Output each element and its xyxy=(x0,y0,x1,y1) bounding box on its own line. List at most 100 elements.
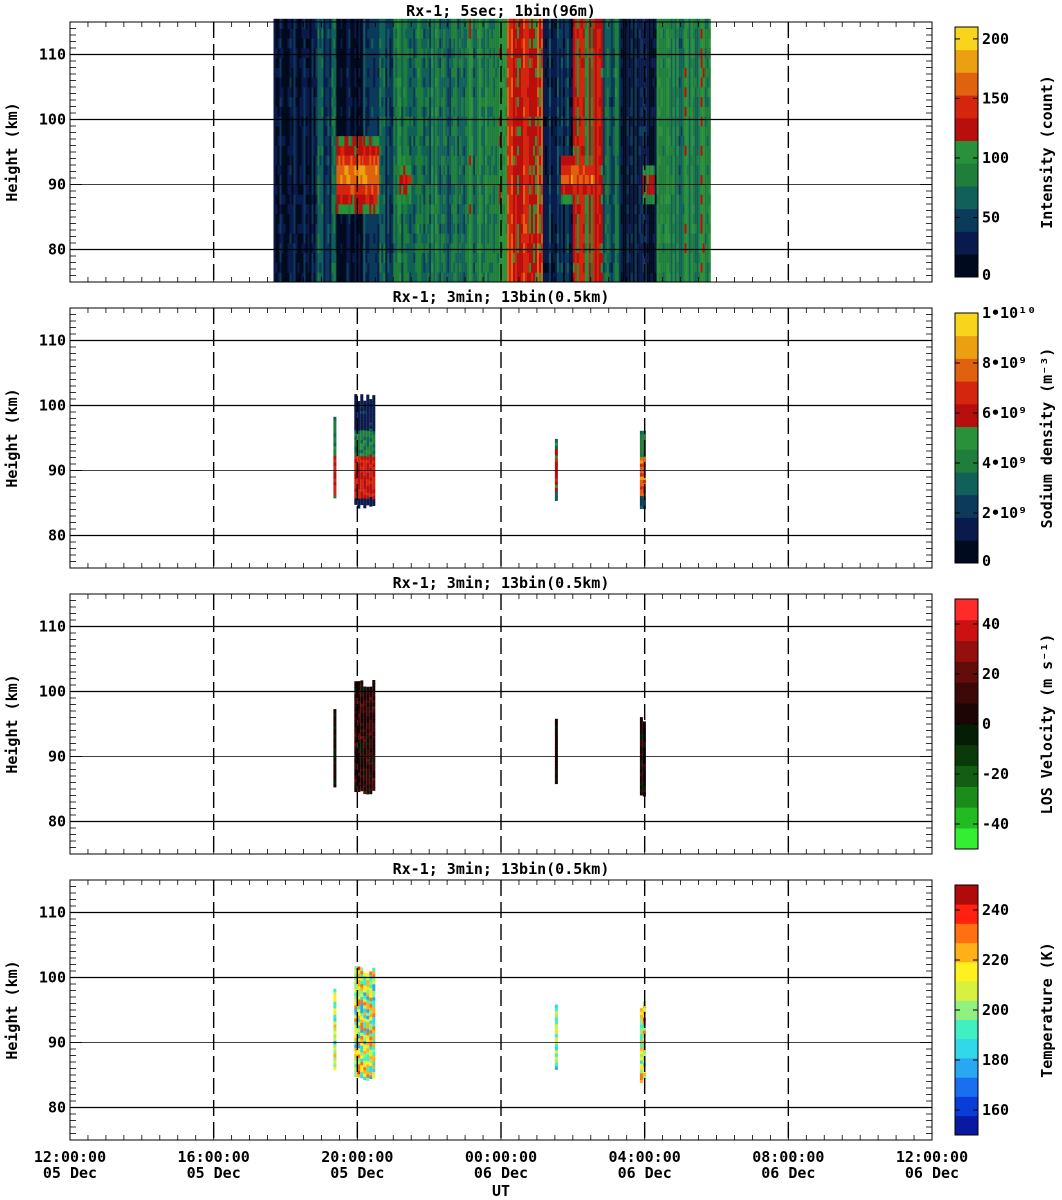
heatmap-cell xyxy=(352,213,355,224)
heatmap-cell xyxy=(423,116,426,127)
heatmap-cell xyxy=(371,96,374,107)
heatmap-cell xyxy=(311,174,314,185)
heatmap-cell xyxy=(305,67,308,78)
heatmap-cell xyxy=(626,252,629,263)
heatmap-cell xyxy=(503,194,506,205)
heatmap-cell xyxy=(521,96,524,107)
heatmap-cell xyxy=(363,252,366,263)
heatmap-cell xyxy=(541,48,544,59)
heatmap-cell xyxy=(592,272,595,283)
heatmap-cell xyxy=(618,57,621,68)
heatmap-cell xyxy=(313,223,316,234)
heatmap-cell xyxy=(612,67,615,78)
heatmap-cell xyxy=(315,38,318,49)
heatmap-cell xyxy=(572,223,575,234)
heatmap-cell xyxy=(622,18,625,29)
heatmap-cell xyxy=(379,106,382,117)
heatmap-cell xyxy=(636,213,639,224)
heatmap-cell xyxy=(299,18,302,29)
heatmap-cell xyxy=(558,96,562,107)
heatmap-cell xyxy=(636,106,639,117)
heatmap-cell xyxy=(429,252,432,263)
heatmap-cell xyxy=(409,262,412,273)
heatmap-cell xyxy=(285,233,288,244)
heatmap-cell xyxy=(622,38,625,49)
heatmap-cell xyxy=(305,174,308,185)
heatmap-cell xyxy=(375,106,378,117)
heatmap-cell xyxy=(600,165,603,176)
heatmap-cell xyxy=(515,155,518,166)
heatmap-cell xyxy=(596,28,599,39)
heatmap-cell xyxy=(493,204,496,215)
heatmap-cell xyxy=(491,96,494,107)
heatmap-cell xyxy=(503,38,506,49)
heatmap-cell xyxy=(598,87,601,98)
heatmap-cell xyxy=(435,28,438,39)
heatmap-cell xyxy=(313,18,316,29)
heatmap-cell xyxy=(433,213,436,224)
heatmap-cell xyxy=(550,77,554,88)
heatmap-cell xyxy=(352,184,355,195)
heatmap-cell xyxy=(636,194,639,205)
heatmap-cell xyxy=(574,18,577,29)
heatmap-cell xyxy=(411,272,414,283)
heatmap-cell xyxy=(505,204,508,215)
heatmap-cell xyxy=(511,165,514,176)
heatmap-cell xyxy=(485,213,488,224)
heatmap-cell xyxy=(277,233,280,244)
heatmap-cell xyxy=(515,233,518,244)
heatmap-cell xyxy=(407,126,410,137)
heatmap-cell xyxy=(455,204,458,215)
heatmap-cell xyxy=(433,67,436,78)
heatmap-cell xyxy=(427,155,430,166)
heatmap-cell xyxy=(493,233,496,244)
heatmap-cell xyxy=(315,28,318,39)
heatmap-cell xyxy=(299,57,302,68)
heatmap-cell xyxy=(455,106,458,117)
heatmap-cell xyxy=(560,18,564,29)
heatmap-cell xyxy=(411,174,414,185)
heatmap-cell xyxy=(371,48,374,59)
heatmap-cell xyxy=(303,213,306,224)
heatmap-cell xyxy=(389,28,392,39)
heatmap-cell xyxy=(273,77,276,88)
heatmap-cell xyxy=(315,135,318,146)
heatmap-cell xyxy=(433,165,436,176)
heatmap-cell xyxy=(429,184,432,195)
heatmap-cell xyxy=(389,252,392,263)
heatmap-cell xyxy=(327,233,330,244)
heatmap-cell xyxy=(397,18,400,29)
heatmap-cell xyxy=(385,184,388,195)
heatmap-cell xyxy=(542,184,546,195)
heatmap-cell xyxy=(403,184,406,195)
heatmap-cell xyxy=(287,174,290,185)
heatmap-cell xyxy=(519,233,522,244)
heatmap-cell xyxy=(313,135,316,146)
heatmap-cell xyxy=(377,233,380,244)
heatmap-cell xyxy=(596,18,599,29)
heatmap-cell xyxy=(586,233,589,244)
heatmap-cell xyxy=(453,126,456,137)
heatmap-cell xyxy=(523,223,526,234)
heatmap-cell xyxy=(626,135,629,146)
heatmap-cell xyxy=(315,272,318,283)
heatmap-cell xyxy=(481,96,484,107)
heatmap-cell xyxy=(483,243,486,254)
heatmap-cell xyxy=(535,252,538,263)
heatmap-cell xyxy=(297,48,300,59)
heatmap-cell xyxy=(411,67,414,78)
heatmap-cell xyxy=(307,213,310,224)
heatmap-cell xyxy=(638,223,641,234)
heatmap-cell xyxy=(393,57,396,68)
heatmap-cell xyxy=(409,194,412,205)
heatmap-cell xyxy=(429,135,432,146)
heatmap-cell xyxy=(427,184,430,195)
heatmap-cell xyxy=(537,165,540,176)
heatmap-cell xyxy=(403,213,406,224)
heatmap-cell xyxy=(354,174,357,185)
heatmap-cell xyxy=(626,106,629,117)
heatmap-cell xyxy=(495,272,498,283)
heatmap-cell xyxy=(546,126,550,137)
heatmap-cell xyxy=(455,272,458,283)
heatmap-cell xyxy=(307,57,310,68)
